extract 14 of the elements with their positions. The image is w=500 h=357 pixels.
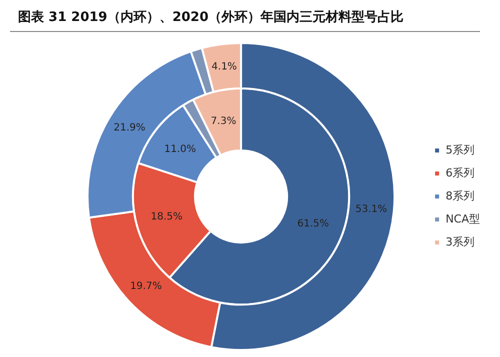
legend-label: NCA型 (446, 212, 480, 226)
chart-title: 图表 31 2019（内环）、2020（外环）年国内三元材料型号占比 (18, 9, 404, 26)
data-label: 11.0% (164, 144, 196, 155)
data-label: 21.9% (114, 122, 146, 134)
legend-label: 8系列 (446, 189, 475, 202)
data-label: 19.7% (130, 280, 162, 292)
data-label: 53.1% (355, 204, 388, 215)
legend-label: 3系列 (446, 235, 475, 248)
legend-label: 5系列 (446, 143, 475, 156)
legend-label: 6系列 (446, 166, 475, 180)
data-label: 18.5% (150, 211, 183, 222)
data-label: 4.1% (212, 61, 237, 72)
data-label: 7.3% (210, 116, 236, 128)
data-label: 61.5% (297, 218, 330, 230)
